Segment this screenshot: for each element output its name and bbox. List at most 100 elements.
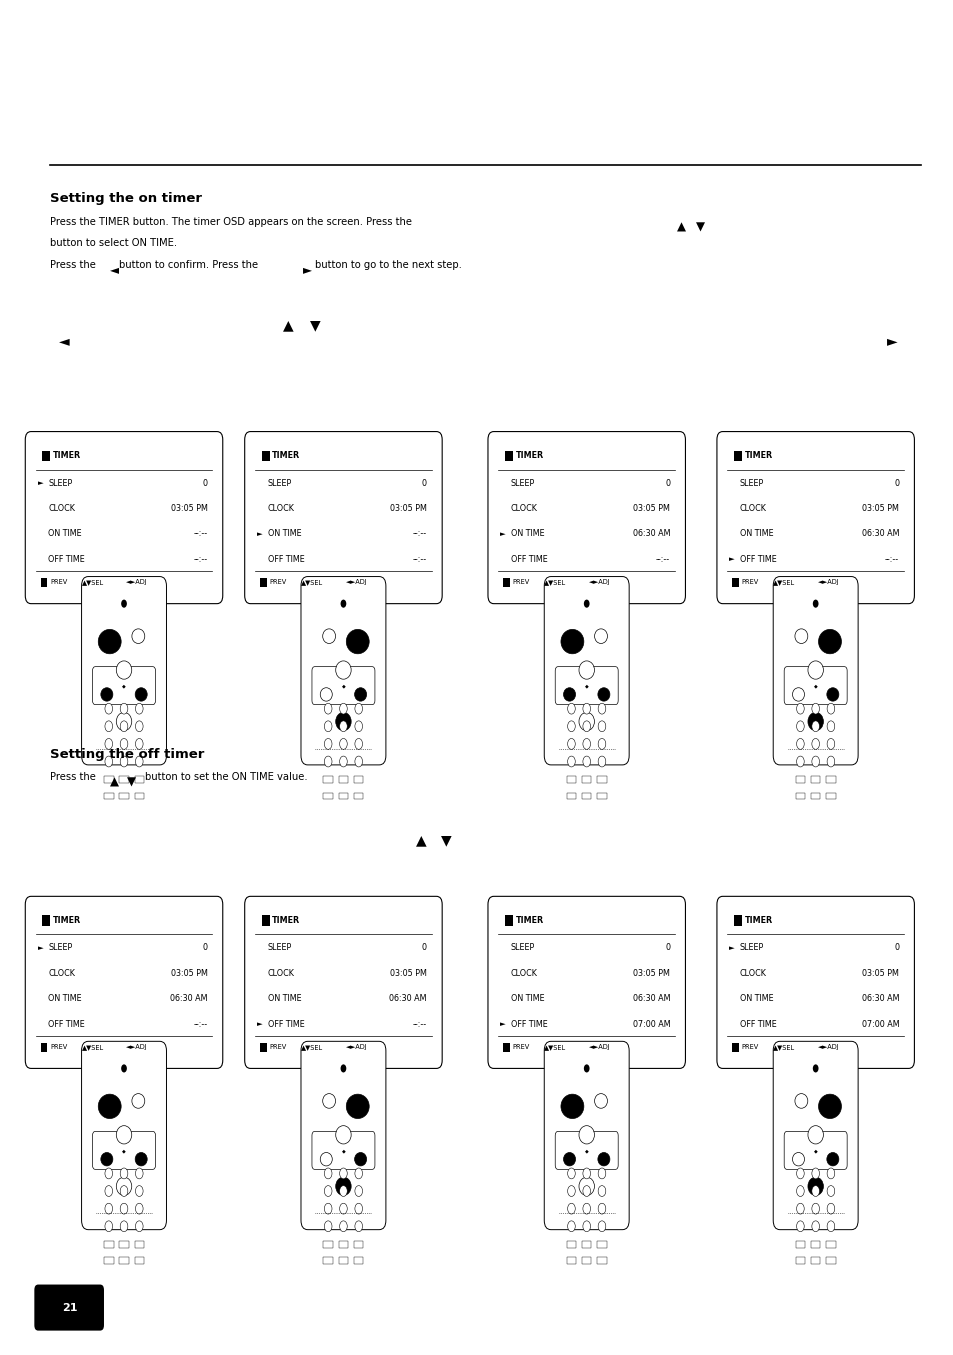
Ellipse shape — [578, 1177, 594, 1195]
Text: ▲▼SEL: ▲▼SEL — [543, 1043, 566, 1050]
Circle shape — [324, 1221, 332, 1232]
Ellipse shape — [563, 1153, 575, 1165]
Circle shape — [811, 1168, 819, 1179]
Text: OFF TIME: OFF TIME — [511, 554, 547, 564]
Text: 03:05 PM: 03:05 PM — [633, 969, 669, 978]
Ellipse shape — [818, 1095, 841, 1119]
Circle shape — [105, 756, 112, 767]
Text: ►: ► — [256, 531, 262, 537]
Text: ON TIME: ON TIME — [49, 995, 82, 1003]
Text: ▼: ▼ — [309, 318, 320, 332]
Bar — [354, 1241, 363, 1248]
Text: ◆: ◆ — [122, 683, 126, 688]
Bar — [795, 793, 804, 799]
Circle shape — [355, 756, 362, 767]
Ellipse shape — [794, 1093, 807, 1108]
FancyBboxPatch shape — [26, 897, 222, 1068]
Bar — [323, 1241, 333, 1248]
Ellipse shape — [322, 1093, 335, 1108]
Bar — [597, 776, 606, 783]
Circle shape — [567, 756, 575, 767]
Ellipse shape — [578, 1126, 594, 1144]
Circle shape — [826, 1186, 834, 1196]
Bar — [731, 577, 738, 588]
Text: ◆: ◆ — [341, 1148, 345, 1153]
Circle shape — [811, 1221, 819, 1232]
Circle shape — [582, 1203, 590, 1214]
Ellipse shape — [355, 688, 366, 701]
Bar — [134, 793, 144, 799]
Text: 06:30 AM: 06:30 AM — [632, 530, 669, 538]
FancyBboxPatch shape — [244, 431, 441, 604]
Bar — [503, 1043, 509, 1051]
Ellipse shape — [101, 1153, 112, 1165]
Ellipse shape — [594, 1093, 607, 1108]
Circle shape — [582, 738, 590, 749]
Circle shape — [811, 1186, 819, 1196]
Text: CLOCK: CLOCK — [511, 504, 537, 514]
FancyBboxPatch shape — [716, 431, 913, 604]
Circle shape — [796, 1221, 803, 1232]
FancyBboxPatch shape — [81, 1041, 166, 1230]
Text: CLOCK: CLOCK — [740, 969, 766, 978]
FancyBboxPatch shape — [555, 667, 618, 705]
Bar — [354, 1257, 363, 1264]
Circle shape — [567, 1221, 575, 1232]
Circle shape — [340, 1065, 346, 1073]
Circle shape — [583, 599, 589, 608]
Ellipse shape — [98, 1095, 121, 1119]
Bar — [41, 577, 48, 588]
FancyBboxPatch shape — [312, 667, 375, 705]
Circle shape — [598, 1168, 605, 1179]
Bar — [119, 776, 129, 783]
Text: ►: ► — [256, 1022, 262, 1027]
Bar — [731, 1043, 738, 1051]
Ellipse shape — [818, 629, 841, 654]
FancyBboxPatch shape — [772, 1041, 857, 1230]
Text: TIMER: TIMER — [743, 451, 772, 461]
Text: ON TIME: ON TIME — [49, 530, 82, 538]
Text: button to go to the next step.: button to go to the next step. — [314, 260, 461, 270]
Circle shape — [598, 1221, 605, 1232]
Text: ▲▼SEL: ▲▼SEL — [300, 1043, 323, 1050]
FancyBboxPatch shape — [772, 577, 857, 764]
Bar — [795, 776, 804, 783]
Bar — [104, 1241, 113, 1248]
Circle shape — [120, 1203, 128, 1214]
Text: 0: 0 — [664, 478, 669, 488]
Circle shape — [121, 1065, 127, 1073]
Bar — [581, 1241, 591, 1248]
Ellipse shape — [335, 661, 351, 679]
Text: button to confirm. Press the: button to confirm. Press the — [119, 260, 258, 270]
Text: ►: ► — [303, 263, 312, 276]
Circle shape — [121, 599, 127, 608]
Ellipse shape — [335, 1126, 351, 1144]
Text: ON TIME: ON TIME — [740, 530, 773, 538]
Circle shape — [135, 1168, 143, 1179]
Bar — [566, 776, 576, 783]
Circle shape — [567, 738, 575, 749]
Text: 0: 0 — [893, 478, 898, 488]
Circle shape — [324, 1186, 332, 1196]
Text: SLEEP: SLEEP — [511, 943, 535, 953]
Text: PREV: PREV — [741, 579, 759, 585]
Circle shape — [796, 756, 803, 767]
FancyBboxPatch shape — [26, 431, 222, 604]
Circle shape — [324, 756, 332, 767]
Ellipse shape — [116, 1177, 132, 1195]
Text: Press the: Press the — [50, 260, 95, 270]
Text: CLOCK: CLOCK — [49, 969, 75, 978]
Bar — [134, 1241, 144, 1248]
Bar — [354, 776, 363, 783]
Ellipse shape — [116, 713, 132, 730]
Text: ▲: ▲ — [416, 833, 427, 847]
Circle shape — [339, 1168, 347, 1179]
Bar — [338, 776, 348, 783]
Circle shape — [105, 1168, 112, 1179]
Text: ◄►ADJ: ◄►ADJ — [817, 1043, 839, 1050]
Circle shape — [826, 703, 834, 714]
Text: 03:05 PM: 03:05 PM — [633, 504, 669, 514]
Circle shape — [811, 1203, 819, 1214]
Text: OFF TIME: OFF TIME — [511, 1019, 547, 1028]
Text: PREV: PREV — [741, 1043, 759, 1050]
